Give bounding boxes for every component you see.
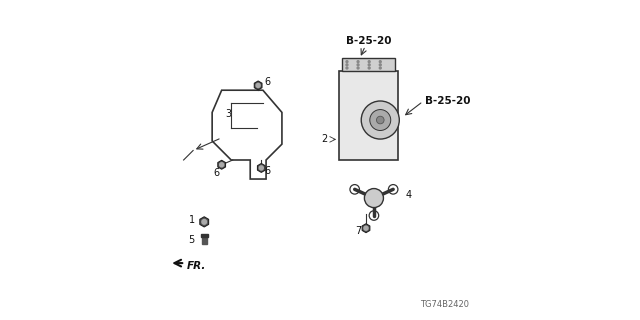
Circle shape <box>368 67 370 69</box>
Circle shape <box>346 61 348 63</box>
Circle shape <box>364 226 368 230</box>
Text: FR.: FR. <box>187 261 206 271</box>
Text: B-25-20: B-25-20 <box>425 96 470 106</box>
Text: 7: 7 <box>355 226 361 236</box>
Circle shape <box>220 163 223 167</box>
Circle shape <box>380 61 381 63</box>
Text: 3: 3 <box>225 109 231 119</box>
Polygon shape <box>200 217 209 227</box>
Circle shape <box>357 61 359 63</box>
Circle shape <box>376 116 384 124</box>
Circle shape <box>346 67 348 69</box>
Circle shape <box>361 101 399 139</box>
Circle shape <box>259 166 263 170</box>
Circle shape <box>357 67 359 69</box>
Polygon shape <box>257 164 265 172</box>
Bar <box>339 71 397 160</box>
Bar <box>342 59 394 71</box>
Text: 1: 1 <box>189 215 195 225</box>
Text: 4: 4 <box>406 190 412 200</box>
Circle shape <box>346 64 348 66</box>
Text: TG74B2420: TG74B2420 <box>420 300 469 309</box>
Text: 6: 6 <box>214 168 220 178</box>
Circle shape <box>368 64 370 66</box>
Circle shape <box>202 220 207 224</box>
Circle shape <box>357 64 359 66</box>
Polygon shape <box>362 224 370 233</box>
Text: 5: 5 <box>188 235 195 245</box>
Text: 2: 2 <box>322 134 328 144</box>
Circle shape <box>256 84 260 87</box>
Bar <box>201 234 208 237</box>
Circle shape <box>380 64 381 66</box>
Polygon shape <box>254 81 262 90</box>
Text: 6: 6 <box>264 166 271 176</box>
Circle shape <box>368 61 370 63</box>
Text: B-25-20: B-25-20 <box>346 36 392 46</box>
Text: 6: 6 <box>264 77 271 87</box>
Circle shape <box>370 109 391 131</box>
Bar <box>202 236 207 244</box>
Polygon shape <box>218 160 225 169</box>
Circle shape <box>380 67 381 69</box>
Circle shape <box>364 188 383 208</box>
